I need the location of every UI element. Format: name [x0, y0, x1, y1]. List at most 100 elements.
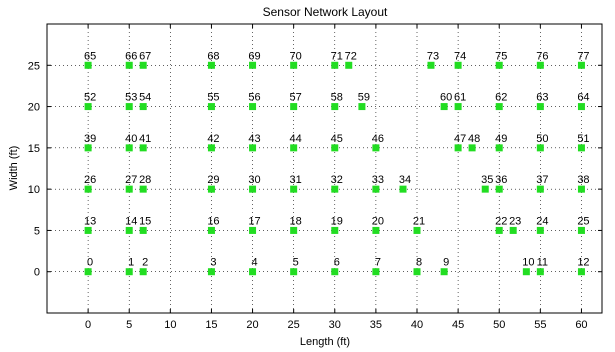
- sensor-point: [249, 144, 257, 152]
- sensor-point: [249, 61, 257, 69]
- sensor-point-label: 66: [125, 50, 137, 62]
- sensor-point-label: 58: [331, 92, 343, 104]
- sensor-point-label: 26: [84, 174, 96, 186]
- sensor-point-label: 69: [248, 50, 260, 62]
- sensor-point-label: 40: [125, 133, 137, 145]
- sensor-point: [345, 61, 353, 69]
- sensor-point: [125, 226, 133, 234]
- y-tick-label: 5: [34, 225, 40, 237]
- sensor-point: [139, 61, 147, 69]
- sensor-point: [468, 144, 476, 152]
- sensor-point: [577, 226, 585, 234]
- sensor-point-label: 15: [139, 215, 151, 227]
- sensor-point: [207, 144, 215, 152]
- sensor-point-label: 23: [509, 215, 521, 227]
- x-tick-label: 55: [534, 319, 546, 331]
- x-tick-label: 30: [329, 319, 341, 331]
- sensor-point-label: 52: [84, 92, 96, 104]
- sensor-point-label: 21: [413, 215, 425, 227]
- sensor-point: [372, 144, 380, 152]
- sensor-point-label: 8: [416, 257, 422, 269]
- sensor-point: [290, 268, 298, 276]
- sensor-point-label: 65: [84, 50, 96, 62]
- sensor-point-label: 50: [536, 133, 548, 145]
- sensor-point: [536, 144, 544, 152]
- sensor-point: [577, 61, 585, 69]
- sensor-point: [125, 103, 133, 111]
- sensor-point: [207, 185, 215, 193]
- sensor-point: [139, 185, 147, 193]
- sensor-point: [290, 61, 298, 69]
- sensor-point: [536, 61, 544, 69]
- sensor-point: [290, 226, 298, 234]
- x-tick-label: 40: [411, 319, 423, 331]
- sensor-point-label: 47: [454, 133, 466, 145]
- sensor-point-label: 67: [139, 50, 151, 62]
- sensor-point: [84, 144, 92, 152]
- sensor-point-label: 77: [577, 50, 589, 62]
- sensor-point: [139, 268, 147, 276]
- sensor-point: [84, 226, 92, 234]
- sensor-point-label: 37: [536, 174, 548, 186]
- sensor-point-label: 9: [443, 257, 449, 269]
- sensor-point-label: 43: [248, 133, 260, 145]
- sensor-point-label: 3: [210, 257, 216, 269]
- sensor-point: [577, 185, 585, 193]
- sensor-point: [495, 185, 503, 193]
- sensor-point-label: 76: [536, 50, 548, 62]
- sensor-point: [495, 103, 503, 111]
- sensor-point: [495, 226, 503, 234]
- x-tick-label: 35: [370, 319, 382, 331]
- sensor-point: [440, 268, 448, 276]
- sensor-point-label: 61: [454, 92, 466, 104]
- sensor-point-label: 57: [290, 92, 302, 104]
- sensor-point-label: 53: [125, 92, 137, 104]
- sensor-point-label: 13: [84, 215, 96, 227]
- x-tick-label: 45: [452, 319, 464, 331]
- sensor-point-label: 39: [84, 133, 96, 145]
- sensor-point-label: 31: [290, 174, 302, 186]
- sensor-point: [125, 61, 133, 69]
- sensor-point-label: 68: [207, 50, 219, 62]
- sensor-point-label: 42: [207, 133, 219, 145]
- sensor-point: [125, 144, 133, 152]
- sensor-point: [372, 268, 380, 276]
- sensor-point: [454, 103, 462, 111]
- sensor-point: [125, 268, 133, 276]
- sensor-point: [522, 268, 530, 276]
- sensor-point-label: 0: [87, 257, 93, 269]
- sensor-point: [577, 144, 585, 152]
- sensor-point: [536, 185, 544, 193]
- sensor-point: [427, 61, 435, 69]
- sensor-point-label: 11: [537, 257, 548, 269]
- sensor-point: [399, 185, 407, 193]
- sensor-point: [577, 103, 585, 111]
- sensor-point: [372, 185, 380, 193]
- sensor-point: [331, 61, 339, 69]
- sensor-point-label: 62: [495, 92, 507, 104]
- sensor-point: [440, 103, 448, 111]
- sensor-point-label: 28: [139, 174, 151, 186]
- sensor-point: [495, 144, 503, 152]
- sensor-point-label: 48: [468, 133, 480, 145]
- sensor-point: [249, 226, 257, 234]
- sensor-point: [454, 144, 462, 152]
- sensor-point-label: 51: [577, 133, 589, 145]
- x-tick-label: 0: [85, 319, 91, 331]
- sensor-point-label: 75: [495, 50, 507, 62]
- y-tick-label: 25: [28, 60, 40, 72]
- sensor-point-label: 29: [207, 174, 219, 186]
- sensor-point: [290, 144, 298, 152]
- sensor-point: [331, 226, 339, 234]
- x-axis-label: Length (ft): [300, 336, 350, 348]
- sensor-point-label: 32: [331, 174, 343, 186]
- sensor-point-label: 16: [207, 215, 219, 227]
- sensor-point-label: 25: [577, 215, 589, 227]
- sensor-point-label: 55: [207, 92, 219, 104]
- sensor-point-label: 33: [372, 174, 384, 186]
- sensor-point: [207, 268, 215, 276]
- sensor-point-label: 20: [372, 215, 384, 227]
- x-tick-label: 5: [126, 319, 132, 331]
